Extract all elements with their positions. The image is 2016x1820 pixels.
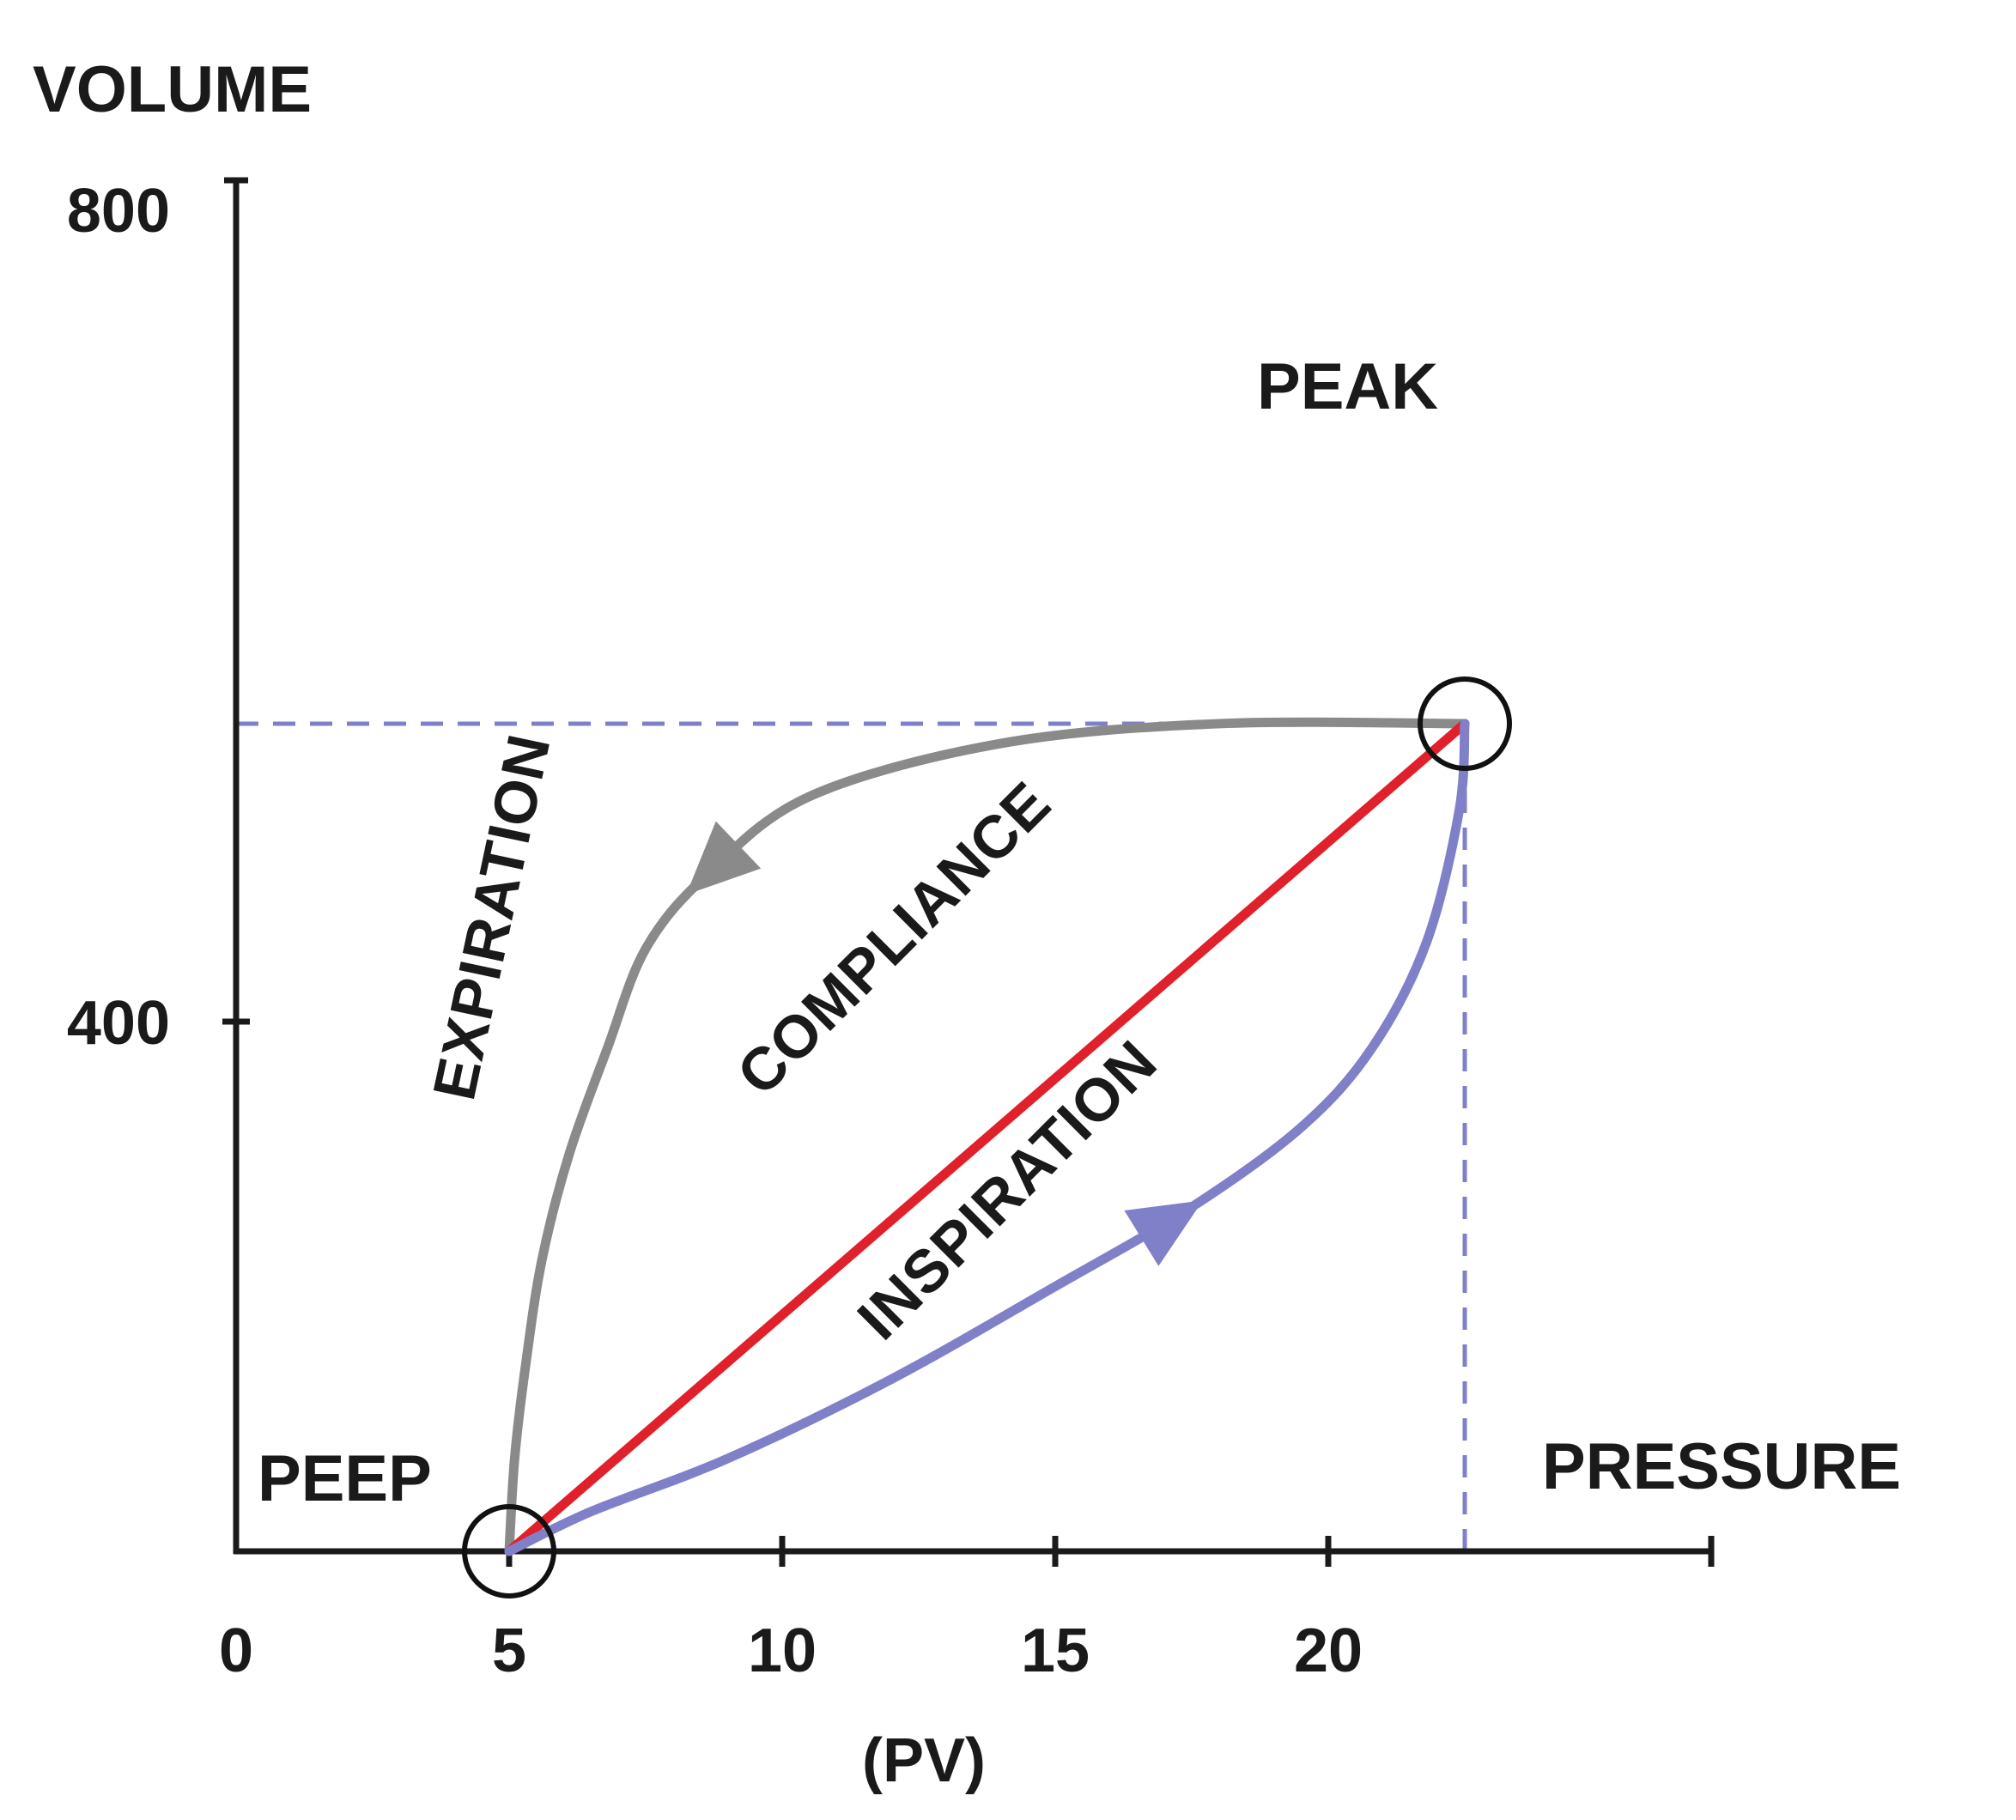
expiration-label: EXPIRATION	[420, 728, 562, 1105]
x-tick-label: 10	[748, 1617, 817, 1685]
peep-marker	[462, 1504, 556, 1599]
series-layer	[504, 717, 1470, 1556]
y-tick-label: 400	[67, 989, 170, 1058]
point-markers	[462, 676, 1512, 1599]
x-axis-caption: (PV)	[862, 1726, 986, 1795]
expiration-curve	[504, 717, 1470, 1556]
inspiration-direction-arrow	[1124, 1200, 1203, 1266]
x-tick-label: 20	[1294, 1617, 1363, 1685]
y-tick-label: 800	[67, 177, 170, 246]
reference-lines	[236, 721, 1467, 1551]
inspiration-label: INSPIRATION	[845, 1028, 1169, 1352]
x-axis-title: PRESSURE	[1542, 1430, 1901, 1503]
expiration-direction-arrow	[686, 821, 762, 895]
axes	[224, 177, 1715, 1567]
y-axis-title: VOLUME	[33, 53, 312, 126]
x-tick-label: 5	[492, 1617, 526, 1685]
peak-label: PEAK	[1257, 350, 1438, 423]
x-axis-ticks: 0 5 10 15 20	[219, 1536, 1363, 1685]
compliance-curve	[504, 719, 1470, 1556]
x-tick-label: 15	[1021, 1617, 1090, 1685]
y-axis-ticks: 400 800	[67, 177, 250, 1058]
x-tick-label: 0	[219, 1617, 253, 1685]
peep-label: PEEP	[258, 1442, 432, 1515]
peak-marker	[1418, 676, 1512, 771]
